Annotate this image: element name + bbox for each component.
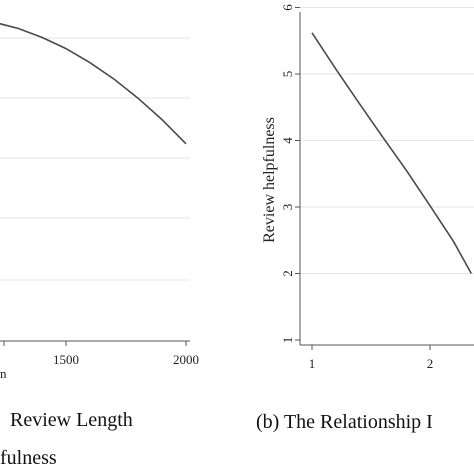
panel-b-y-tick-label: 5 (280, 71, 295, 78)
panel-a-series-line (0, 22, 187, 145)
panel-b-caption: (b) The Relationship I (256, 411, 433, 433)
panel-a-caption-line2: fulness (0, 447, 57, 469)
panel-b-y-tick-label: 3 (280, 204, 295, 211)
panel-b-y-tick-label: 4 (280, 137, 295, 144)
panel-b-y-tick-label: 6 (280, 4, 295, 11)
panel-b-y-ticks: 1 2 3 4 5 6 (280, 4, 300, 344)
panel-a-caption-line1: Review Length (10, 409, 133, 431)
panel-b-y-tick-label: 1 (280, 337, 295, 344)
panel-b-y-axis-title: Review helpfulness (261, 117, 278, 243)
panel-a-x-tick-label: 2000 (173, 352, 199, 367)
panel-a-x-ticks: 1500 2000 (3, 341, 199, 367)
panel-a-axis-fragment: n (0, 366, 7, 381)
panel-b-x-tick-label: 1 (309, 356, 316, 371)
panel-a-x-tick-label: 1500 (53, 352, 79, 367)
panel-b-x-tick-label: 2 (427, 356, 434, 371)
panel-b-y-tick-label: 2 (280, 270, 295, 277)
panel-b-gridlines (300, 7, 474, 274)
panel-a-gridlines (0, 37, 190, 281)
panel-b-series-line (311, 32, 472, 274)
panel-a: 1500 2000 n Review Length fulness (0, 22, 199, 469)
